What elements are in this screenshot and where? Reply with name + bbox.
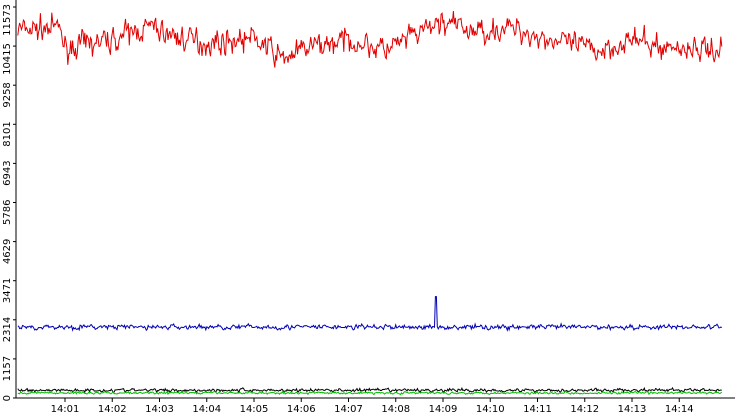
y-tick-label: 10415: [2, 43, 13, 75]
x-tick-label: 14:09: [429, 404, 458, 415]
y-tick-label: 5786: [2, 200, 13, 225]
x-tick-label: 14:02: [98, 404, 127, 415]
y-tick-label: 2314: [2, 317, 13, 342]
series-line-1: [17, 10, 723, 68]
x-tick-label: 14:05: [240, 404, 269, 415]
y-tick-label: 0: [2, 395, 13, 401]
x-tick-label: 14:12: [570, 404, 599, 415]
x-tick-label: 14:07: [334, 404, 363, 415]
x-tick-label: 14:06: [287, 404, 316, 415]
x-tick-label: 14:13: [618, 404, 647, 415]
y-tick-label: 11573: [2, 4, 13, 36]
series-line-2: [17, 296, 722, 332]
y-tick-label: 8101: [2, 121, 13, 146]
axis-layer: [15, 0, 735, 399]
series-layer: [17, 10, 723, 396]
series-line-4: [17, 390, 723, 396]
y-tick-label: 9258: [2, 82, 13, 107]
y-tick-label: 6943: [2, 160, 13, 185]
x-tick-label: 14:10: [476, 404, 505, 415]
x-tick-label: 14:04: [192, 404, 221, 415]
y-tick-layer: 0 1157 2314 3471 4629 5786 6943 8101 9258 10415 11…: [2, 4, 16, 401]
x-tick-label: 14:03: [145, 404, 174, 415]
y-tick-label: 4629: [2, 239, 13, 264]
y-tick-label: 3471: [2, 278, 13, 303]
x-tick-label: 14:11: [523, 404, 552, 415]
x-tick-label: 14:14: [665, 404, 694, 415]
x-tick-label: 14:08: [381, 404, 410, 415]
x-tick-layer: 14:01 14:02 14:03 14:04 14:05 14:06 14:07 14:08…: [51, 398, 694, 415]
series-line-3: [17, 386, 722, 394]
y-tick-label: 1157: [2, 356, 13, 381]
x-tick-label: 14:01: [51, 404, 80, 415]
